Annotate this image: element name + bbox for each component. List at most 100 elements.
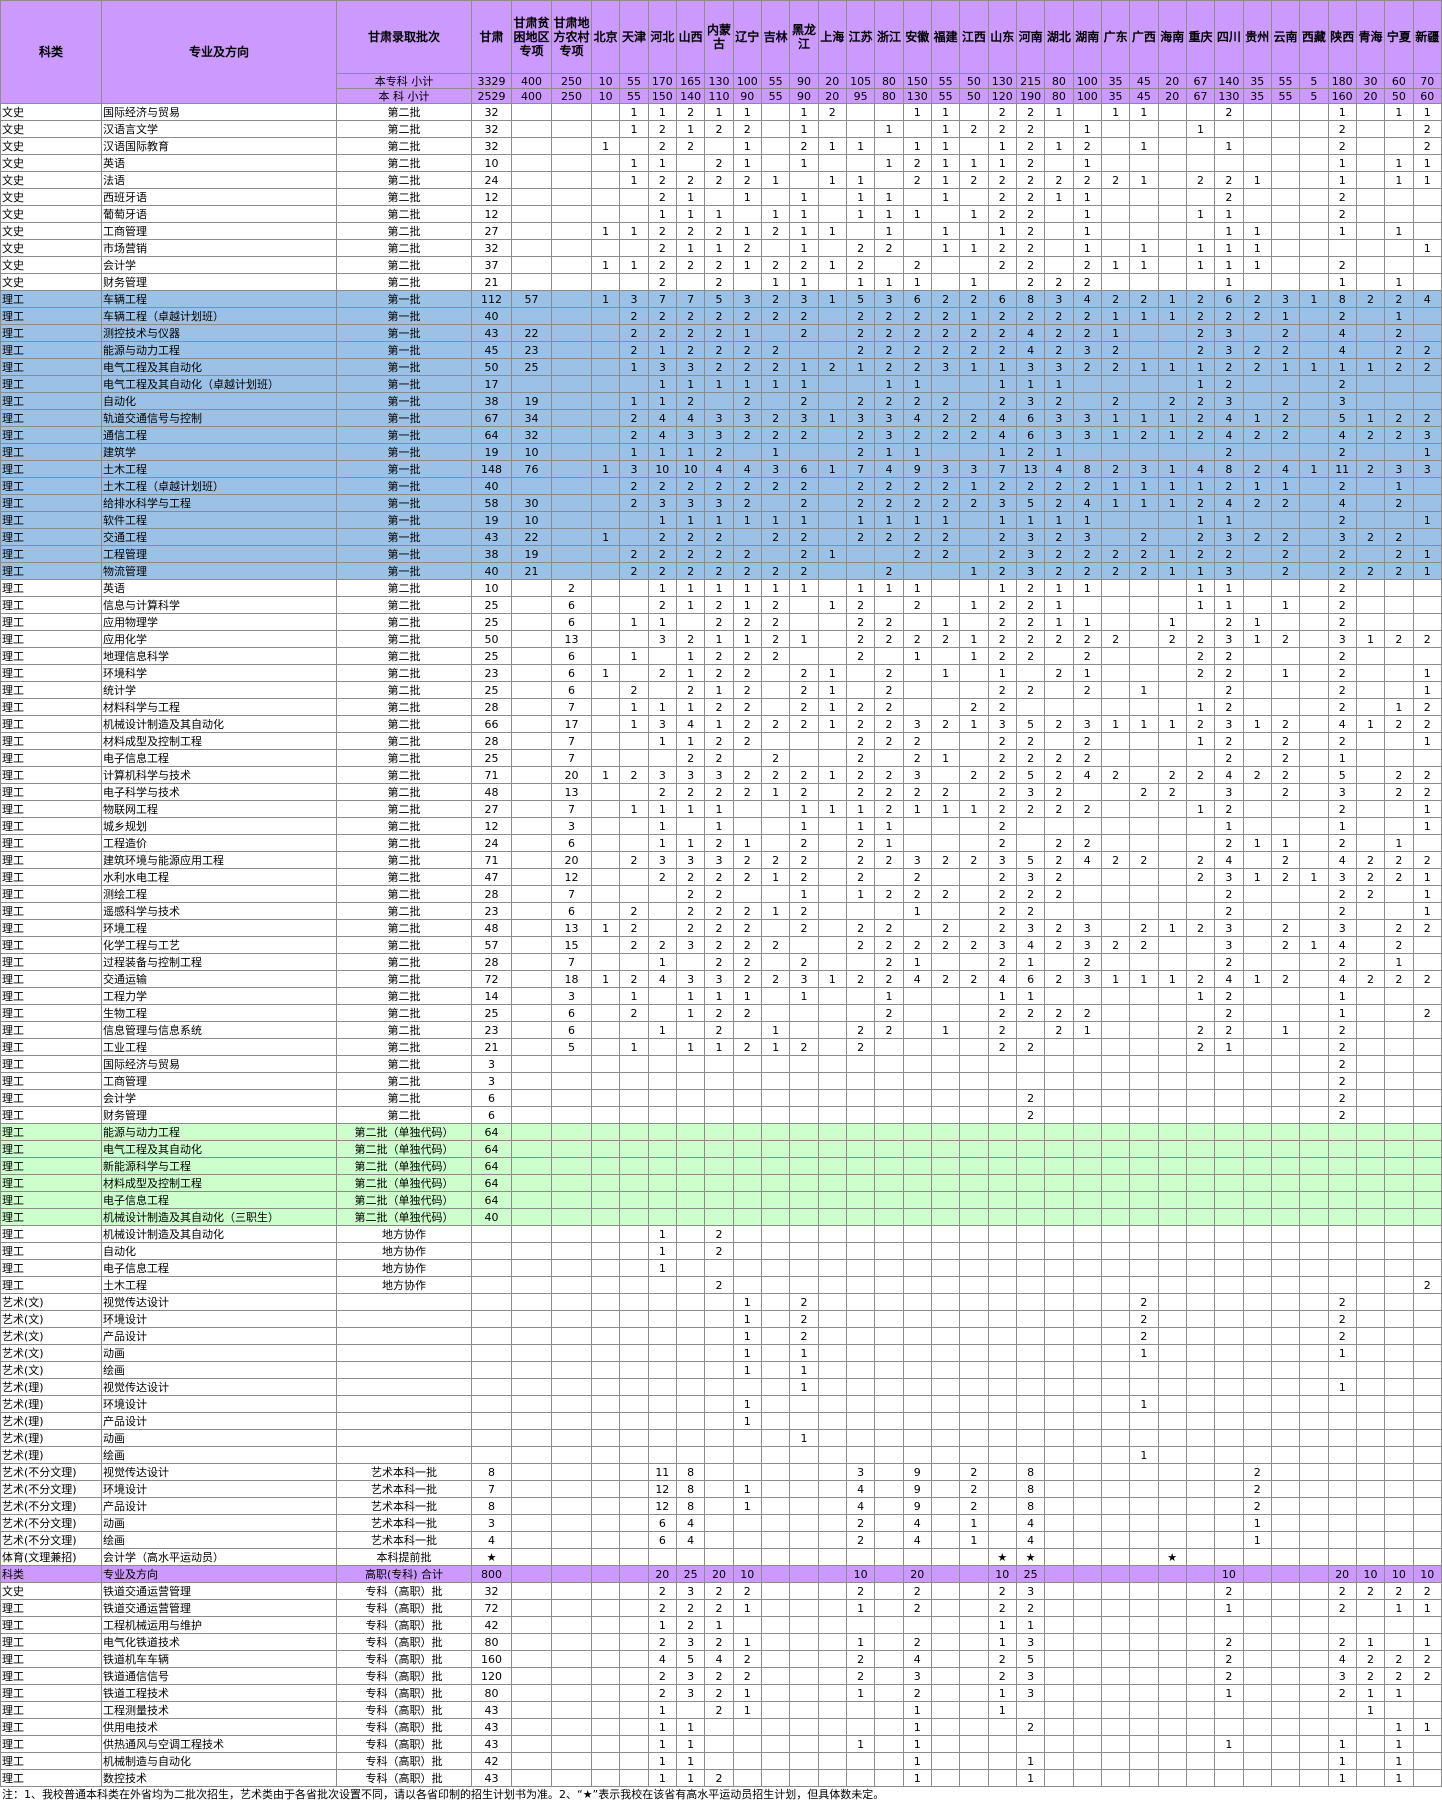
count: 1 (647, 953, 677, 971)
count (1355, 239, 1386, 257)
count (511, 766, 552, 784)
count (1270, 1446, 1301, 1464)
count: 4 (1185, 460, 1216, 478)
count: 2 (1044, 919, 1074, 937)
count: 1 (959, 1531, 989, 1549)
count: 1 (987, 154, 1017, 172)
count (817, 477, 847, 495)
count: 1 (789, 120, 819, 138)
count (789, 1191, 819, 1209)
count: 2 (1412, 1667, 1442, 1685)
count: 1 (1100, 324, 1131, 342)
batch: 艺术本科一批 (336, 1463, 472, 1481)
count (817, 1429, 847, 1447)
count: 2 (1214, 664, 1244, 682)
count: 1 (1384, 1735, 1414, 1753)
count (619, 1072, 649, 1090)
count: 1 (1242, 477, 1272, 495)
table-row: 文史 市场营销 第二批 32 2 1 1 2 1 2 2 1 1 2 2 1 1 1 1 1 1 (0, 239, 1442, 257)
count: 28 (471, 885, 512, 903)
count (1072, 1463, 1102, 1481)
count: 2 (1072, 647, 1102, 665)
count (902, 1276, 932, 1294)
count (817, 1769, 847, 1787)
count: 1 (845, 817, 876, 835)
count (1157, 1769, 1187, 1787)
count: 1 (987, 222, 1017, 240)
count: 4 (1412, 290, 1442, 308)
count (1185, 1276, 1216, 1294)
table-row: 艺术(理) 视觉传达设计 1 1 (0, 1378, 1442, 1396)
count (551, 1361, 592, 1379)
count (1100, 783, 1131, 801)
count (675, 1548, 706, 1566)
count: 1 (1072, 613, 1102, 631)
count: 5 (551, 1038, 592, 1056)
count: 32 (471, 239, 512, 257)
category: 体育(文理兼招) (0, 1548, 102, 1566)
count: 2 (619, 919, 649, 937)
count: 2 (874, 936, 904, 954)
count (1015, 1072, 1046, 1090)
count: 2 (874, 681, 904, 699)
count (1242, 1548, 1272, 1566)
count: 2 (732, 426, 762, 444)
count (1157, 1310, 1187, 1328)
table-row: 理工 工程造价 第二批 24 6 1 1 2 1 2 2 1 2 2 2 2 1 1 2 1 (0, 834, 1442, 852)
count: 5 (704, 290, 734, 308)
count (1214, 1140, 1244, 1158)
count (959, 1633, 989, 1651)
count (1214, 1395, 1244, 1413)
count (551, 154, 592, 172)
count: 2 (1242, 426, 1272, 444)
count (1157, 817, 1187, 835)
count (1100, 1089, 1131, 1107)
count: 1 (1242, 256, 1272, 274)
count: 2 (675, 528, 706, 546)
count (704, 1191, 734, 1209)
count: 2 (732, 647, 762, 665)
count: 20 (1327, 1565, 1357, 1583)
count: 2 (1327, 1106, 1357, 1124)
category: 理工 (0, 885, 102, 903)
count: 1 (1384, 1769, 1414, 1787)
subtotal-value: 45 (1129, 73, 1159, 89)
count (1214, 1480, 1244, 1498)
count (959, 664, 989, 682)
count: 2 (1044, 545, 1074, 563)
category: 理工 (0, 1106, 102, 1124)
count (551, 1616, 592, 1634)
count (1157, 1650, 1187, 1668)
count: 2 (845, 477, 876, 495)
count (732, 1106, 762, 1124)
count (789, 1157, 819, 1175)
count: 8 (471, 1497, 512, 1515)
count (959, 919, 989, 937)
count (987, 1395, 1017, 1413)
column-header: 陕西 (1327, 0, 1357, 74)
count: 3 (675, 426, 706, 444)
count: 2 (845, 256, 876, 274)
count (1270, 1565, 1301, 1583)
count (1015, 1293, 1046, 1311)
count: 1 (789, 511, 819, 529)
major: 过程装备与控制工程 (101, 953, 337, 971)
count: 2 (874, 698, 904, 716)
count (789, 1225, 819, 1243)
count: 3 (930, 358, 961, 376)
count: 1 (1412, 681, 1442, 699)
count: 1 (930, 120, 961, 138)
count (1299, 1072, 1329, 1090)
count (1044, 1446, 1074, 1464)
count: 2 (1129, 1327, 1159, 1345)
count: 1 (1327, 1004, 1357, 1022)
count: 10 (647, 460, 677, 478)
count: 2 (987, 392, 1017, 410)
count (760, 1276, 791, 1294)
batch: 专科（高职）批 (336, 1599, 472, 1617)
count (930, 1106, 961, 1124)
table-row: 理工 供热通风与空调工程技术 专科（高职）批 43 1 1 1 1 1 1 1 (0, 1735, 1442, 1753)
count: 1 (1270, 358, 1301, 376)
count (1327, 1242, 1357, 1260)
count (1242, 1718, 1272, 1736)
